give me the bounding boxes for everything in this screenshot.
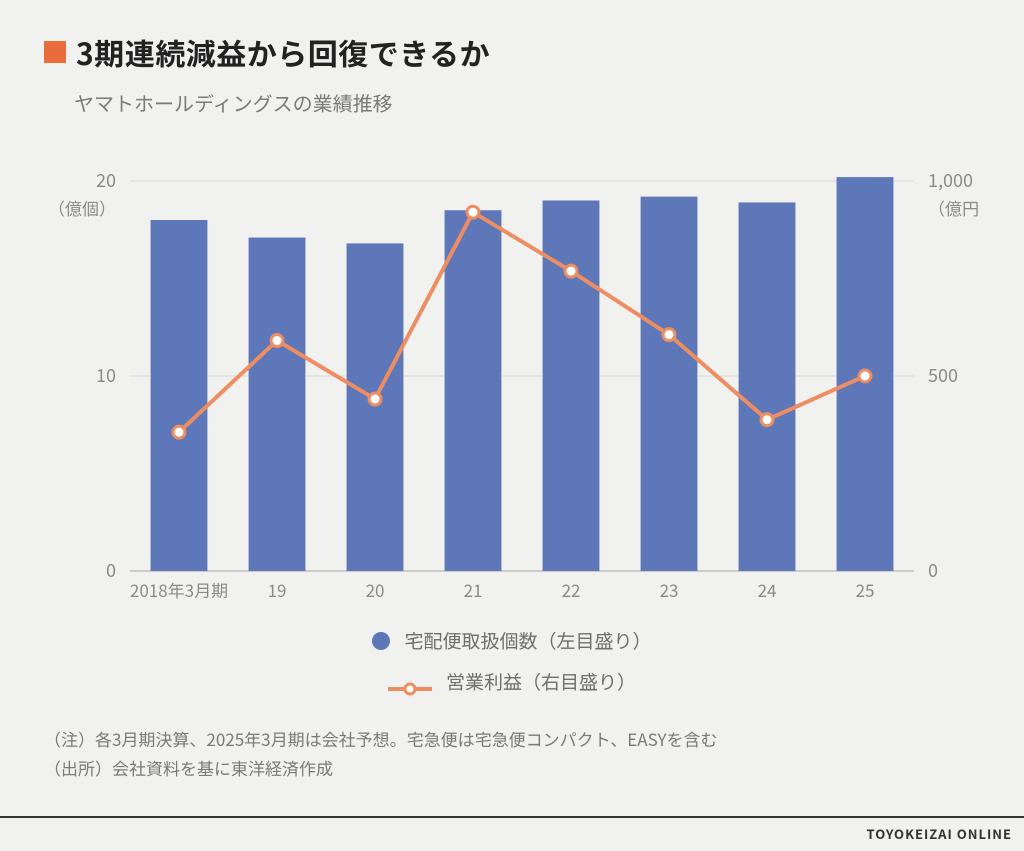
svg-text:0: 0: [928, 557, 938, 583]
footer-text: TOYOKEIZAI ONLINE: [867, 824, 1012, 843]
svg-text:0: 0: [106, 557, 116, 583]
title-bullet-icon: [44, 41, 66, 63]
svg-text:20: 20: [366, 577, 385, 602]
svg-text:21: 21: [464, 577, 483, 602]
note-line: （注）各3月期決算、2025年3月期は会社予想。宅急便は宅急便コンパクト、EAS…: [44, 725, 980, 754]
svg-text:19: 19: [268, 577, 287, 602]
chart-title-row: 3期連続減益から回復できるか: [44, 30, 980, 74]
legend-label: 営業利益（右目盛り）: [446, 668, 636, 695]
legend-swatch-line-icon: [388, 675, 432, 689]
svg-text:2018年3月期: 2018年3月期: [130, 577, 228, 602]
legend-swatch-bar-icon: [372, 632, 390, 650]
svg-text:1,000: 1,000: [928, 171, 973, 193]
source-footer: TOYOKEIZAI ONLINE: [0, 816, 1024, 851]
legend-label: 宅配便取扱個数（左目盛り）: [404, 627, 651, 654]
svg-text:22: 22: [562, 577, 581, 602]
chart-legend: 宅配便取扱個数（左目盛り） 営業利益（右目盛り）: [44, 627, 980, 695]
svg-text:20: 20: [96, 171, 116, 193]
svg-text:（億円）: （億円）: [928, 195, 980, 220]
svg-text:24: 24: [758, 577, 777, 602]
combo-chart: 01020（億個）05001,000（億円）2018年3月期1920212223…: [44, 171, 980, 611]
svg-text:10: 10: [96, 362, 116, 388]
svg-text:25: 25: [856, 577, 875, 602]
chart-subtitle: ヤマトホールディングスの業績推移: [74, 88, 980, 117]
legend-item-bars: 宅配便取扱個数（左目盛り）: [372, 627, 651, 654]
chart-container: 01020（億個）05001,000（億円）2018年3月期1920212223…: [44, 171, 980, 611]
legend-item-line: 営業利益（右目盛り）: [388, 668, 636, 695]
note-line: （出所）会社資料を基に東洋経済作成: [44, 754, 980, 783]
chart-title: 3期連続減益から回復できるか: [76, 30, 490, 74]
svg-text:23: 23: [660, 577, 679, 602]
svg-text:500: 500: [928, 362, 958, 388]
svg-text:（億個）: （億個）: [48, 195, 116, 220]
chart-notes: （注）各3月期決算、2025年3月期は会社予想。宅急便は宅急便コンパクト、EAS…: [44, 725, 980, 783]
